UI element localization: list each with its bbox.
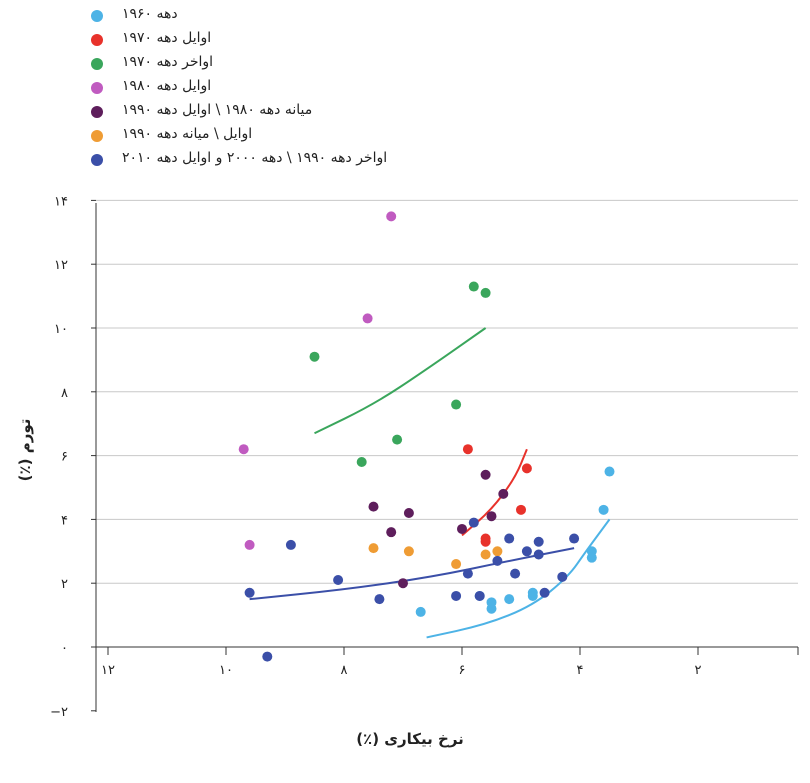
x-tick-label: ۸ <box>341 663 348 678</box>
data-point <box>374 594 385 605</box>
data-point <box>451 559 462 570</box>
trend-curve <box>314 327 487 435</box>
data-point <box>498 488 509 499</box>
y-tick-label: ۱۰ <box>54 322 68 337</box>
data-point <box>238 444 249 455</box>
legend-label: اوایل دهه ۱۹۸۰ <box>122 78 212 94</box>
data-point <box>480 469 491 480</box>
data-point <box>386 527 397 538</box>
data-point <box>539 587 550 598</box>
data-point <box>510 568 521 579</box>
y-tick-label: ۱۲ <box>54 258 68 273</box>
legend-label: اوایل \ میانه دهه ۱۹۹۰ <box>122 126 253 142</box>
data-point <box>398 578 408 589</box>
data-point <box>244 539 255 550</box>
legend-marker <box>91 34 103 46</box>
data-point <box>362 313 373 324</box>
legend-marker <box>91 58 103 70</box>
data-point <box>504 533 515 544</box>
legend-label: میانه دهه ۱۹۸۰ \ اوایل دهه ۱۹۹۰ <box>122 102 313 118</box>
data-point <box>474 590 485 601</box>
data-point <box>415 606 426 617</box>
data-point <box>285 539 296 550</box>
data-point <box>533 549 544 560</box>
legend-label: اواخر دهه ۱۹۹۰ \ دهه ۲۰۰۰ و اوایل دهه ۲۰… <box>122 150 388 166</box>
legend-marker <box>91 154 103 166</box>
data-point <box>569 533 580 544</box>
axes <box>91 199 799 712</box>
data-points <box>238 211 615 662</box>
tick-labels: −۲ ۰ ۲ ۴ ۶ ۸ ۱۰ ۱۲ ۱۴ ۱۲ ۱۰ ۸ ۶ ۴ ۲ <box>50 194 701 719</box>
legend-label: دهه ۱۹۶۰ <box>122 6 178 22</box>
data-point <box>244 587 255 598</box>
y-tick-label: ۶ <box>61 450 68 465</box>
data-point <box>386 211 397 222</box>
y-tick-label: ۱۴ <box>54 194 68 209</box>
x-tick-label: ۴ <box>577 663 584 678</box>
data-point <box>480 287 491 298</box>
data-point <box>598 504 609 515</box>
data-point <box>533 536 544 547</box>
data-point <box>368 501 379 512</box>
data-point <box>309 351 320 362</box>
data-point <box>527 590 538 601</box>
data-point <box>403 546 414 557</box>
legend-label: اوایل دهه ۱۹۷۰ <box>122 30 212 46</box>
y-tick-label: ۴ <box>61 513 68 528</box>
data-point <box>492 546 503 557</box>
data-point <box>480 549 491 560</box>
legend-marker <box>91 106 103 118</box>
y-axis-title: تورم (٪) <box>16 419 34 482</box>
y-tick-label: ۰ <box>61 641 68 656</box>
legend-marker <box>91 82 103 94</box>
x-tick-label: ۶ <box>459 663 466 678</box>
x-tick-label: ۲ <box>695 663 702 678</box>
data-point <box>457 523 467 534</box>
data-point <box>480 533 491 544</box>
data-point <box>492 555 503 566</box>
legend-label: اواخر دهه ۱۹۷۰ <box>122 54 214 70</box>
data-point <box>504 594 515 605</box>
data-point <box>586 552 597 563</box>
data-point <box>486 511 497 522</box>
data-point <box>392 434 403 445</box>
data-point <box>462 444 473 455</box>
trend-curves <box>249 327 611 639</box>
grid-lines <box>96 199 798 648</box>
data-point <box>516 504 526 515</box>
data-point <box>451 590 462 601</box>
data-point <box>468 281 479 292</box>
data-point <box>403 508 414 519</box>
trend-curve <box>426 518 611 639</box>
data-point <box>262 651 273 662</box>
data-point <box>333 575 344 586</box>
data-point <box>451 399 462 410</box>
x-tick-label: ۱۰ <box>219 663 233 678</box>
legend-marker <box>91 10 103 22</box>
data-point <box>486 597 497 608</box>
y-tick-label: −۲ <box>50 705 68 720</box>
x-tick-label: ۱۲ <box>101 663 115 678</box>
y-tick-label: ۲ <box>61 577 68 592</box>
data-point <box>468 517 479 528</box>
legend-marker <box>91 130 103 142</box>
data-point <box>521 463 532 474</box>
y-tick-label: ۸ <box>61 386 68 401</box>
x-axis-title: نرخ بیکاری (٪) <box>356 730 464 748</box>
data-point <box>557 571 568 582</box>
data-point <box>356 456 367 467</box>
data-point <box>521 546 532 557</box>
data-point <box>604 466 615 477</box>
data-point <box>462 568 473 579</box>
data-point <box>368 543 379 554</box>
